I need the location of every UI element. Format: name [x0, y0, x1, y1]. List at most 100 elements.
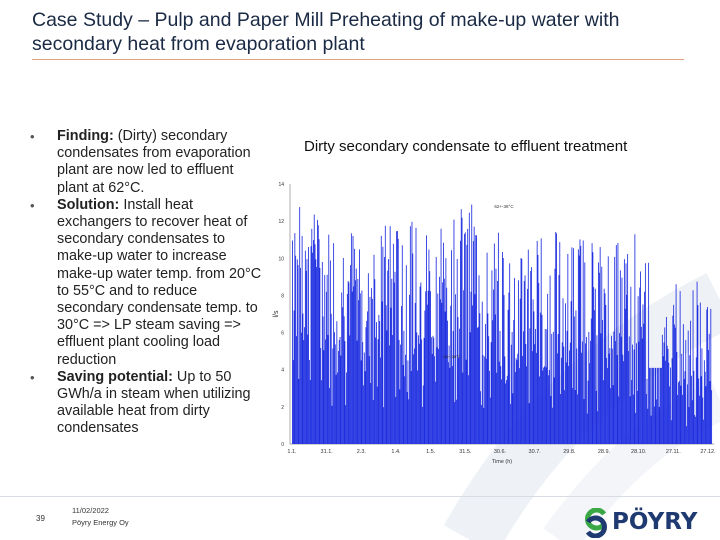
flow-bar	[409, 294, 410, 444]
flow-bar	[614, 256, 616, 444]
flow-bar	[707, 349, 709, 444]
flow-bar	[588, 331, 590, 444]
flow-bar	[328, 234, 330, 444]
flow-bar	[493, 289, 494, 444]
flow-bar	[612, 385, 614, 444]
flow-bar	[446, 287, 448, 444]
flow-bar	[581, 341, 583, 444]
flow-bar	[638, 341, 640, 444]
flow-bar	[429, 271, 431, 444]
flow-bar	[333, 243, 335, 444]
flow-bar	[619, 333, 620, 444]
flow-bar	[598, 272, 600, 444]
bullet-item-saving: • Saving potential: Up to 50 GWh/a in st…	[26, 369, 266, 438]
flow-bar	[389, 226, 391, 444]
flow-bar	[525, 343, 527, 444]
flow-bar	[423, 337, 425, 444]
flow-bar	[696, 281, 698, 444]
flow-bar	[670, 420, 672, 444]
flow-bar	[487, 313, 489, 444]
flow-bar	[581, 352, 582, 444]
flow-bar	[422, 406, 423, 444]
flow-bar	[562, 298, 564, 444]
flow-bar	[388, 345, 390, 444]
flow-bar	[489, 370, 490, 444]
flow-bar	[678, 380, 680, 444]
bullet-heading: Saving potential:	[57, 368, 173, 385]
flow-bar	[653, 406, 655, 444]
flow-bar	[648, 262, 650, 444]
flow-bar	[317, 225, 319, 444]
flow-bar	[556, 233, 557, 444]
flow-bar	[489, 397, 491, 444]
flow-bar	[303, 340, 305, 444]
chart-annotation: 62+-38°C	[443, 354, 460, 359]
flow-bar	[606, 357, 608, 444]
flow-bar	[544, 329, 546, 444]
flow-bar	[381, 301, 383, 444]
flow-bar	[495, 268, 497, 444]
flow-bar	[511, 331, 513, 444]
flow-bar	[626, 294, 628, 444]
flow-bar	[306, 259, 308, 444]
y-tick-label: 14	[278, 182, 284, 188]
flow-bar	[338, 339, 340, 444]
y-tick-label: 2	[281, 405, 284, 411]
flow-bar	[584, 262, 586, 444]
flow-bar	[473, 226, 475, 444]
flow-bar	[415, 227, 417, 444]
flow-bar	[690, 320, 692, 444]
flow-bar	[434, 381, 436, 444]
flow-bar	[477, 326, 479, 444]
x-tick-label: 2.3.	[357, 449, 367, 455]
flow-bar	[710, 308, 712, 444]
flow-bar	[637, 296, 639, 444]
flow-bar	[396, 231, 398, 444]
flow-bar	[513, 320, 515, 444]
flow-bar	[573, 316, 575, 444]
flow-bar	[699, 395, 700, 444]
flow-bar	[294, 233, 296, 444]
flow-bar	[298, 378, 300, 444]
y-axis-label: l/s	[273, 310, 280, 318]
flow-bar	[447, 320, 448, 444]
flow-bar	[514, 372, 516, 444]
flow-bar	[299, 207, 301, 444]
flow-bar	[452, 330, 454, 444]
x-tick-label: 1.1.	[287, 449, 297, 455]
flow-bar	[660, 367, 662, 444]
flow-bar	[596, 335, 598, 444]
flow-bar	[379, 321, 381, 444]
flow-bar	[667, 348, 669, 444]
flow-bar	[472, 241, 474, 444]
flow-bar	[623, 361, 624, 444]
flow-bar	[586, 413, 588, 444]
flow-bar	[293, 310, 295, 444]
flow-bar	[412, 253, 414, 444]
flow-bar	[567, 253, 569, 444]
flow-bar	[360, 360, 362, 444]
flow-bar	[367, 273, 369, 444]
flow-bar	[378, 314, 380, 444]
flow-bar	[529, 328, 531, 444]
chart-heading: Dirty secondary condensate to effluent t…	[304, 138, 628, 155]
footer-info: 11/02/2022 Pöyry Energy Oy	[72, 505, 129, 529]
flow-bar	[608, 353, 610, 444]
flow-bar	[450, 305, 452, 444]
flow-bar	[691, 400, 693, 444]
flow-bar	[483, 407, 485, 444]
flow-bar	[571, 247, 573, 444]
flow-bar	[457, 317, 459, 444]
flow-bar	[471, 204, 473, 444]
flow-bar	[295, 255, 297, 444]
flow-bar	[442, 282, 444, 444]
flow-bar	[598, 262, 599, 444]
bullet-icon: •	[30, 369, 35, 385]
page-number: 39	[36, 514, 45, 523]
flow-bar	[384, 257, 385, 444]
flow-bar	[662, 356, 664, 444]
flow-bar	[455, 294, 456, 444]
flow-bar	[480, 391, 482, 444]
flow-bar	[494, 314, 496, 444]
flow-bar	[407, 360, 409, 444]
